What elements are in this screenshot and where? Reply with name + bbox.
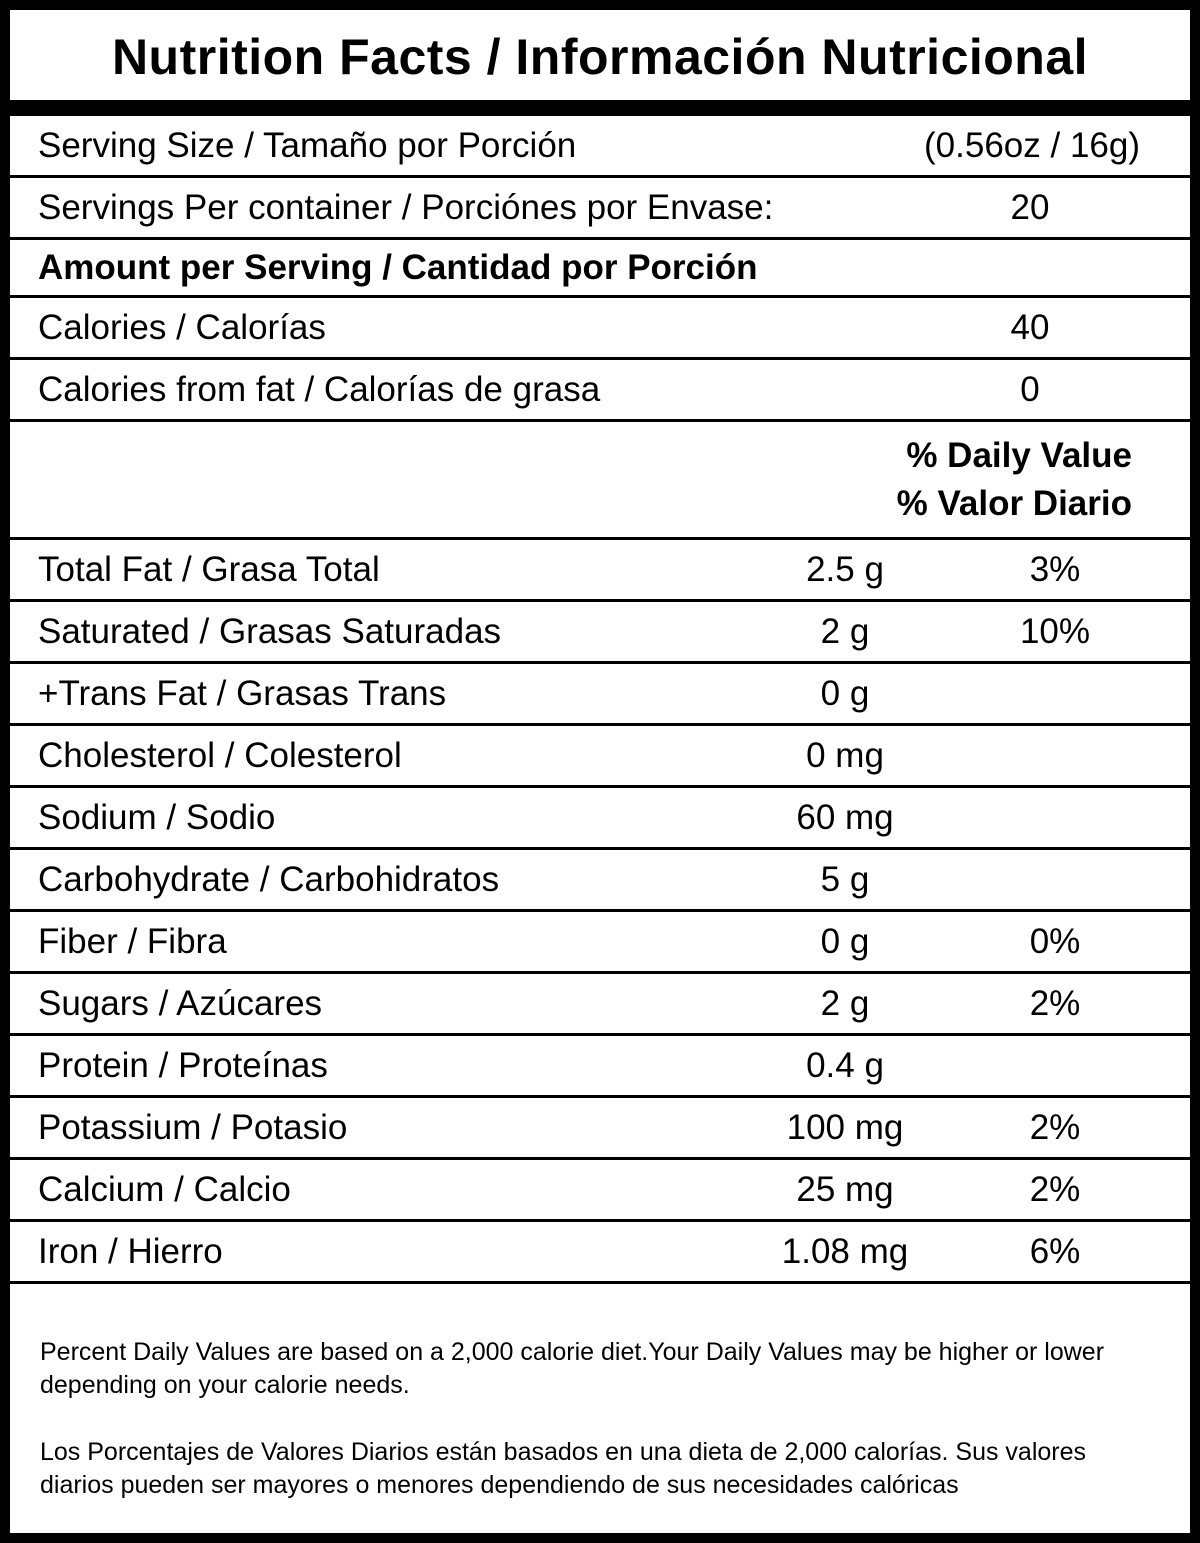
nutrient-row-saturated-fat: Saturated / Grasas Saturadas 2 g 10% (10, 602, 1190, 664)
nutrient-amount: 2 g (820, 983, 870, 1023)
label-title: Nutrition Facts / Información Nutriciona… (111, 29, 1089, 85)
serving-size-value: (0.56oz / 16g) (924, 125, 1140, 165)
nutrient-row-cholesterol: Cholesterol / Colesterol 0 mg (10, 726, 1190, 788)
nutrient-dv: 2% (1029, 983, 1081, 1023)
servings-per-container-value: 20 (1010, 187, 1050, 227)
nutrient-row-protein: Protein / Proteínas 0.4 g (10, 1036, 1190, 1098)
nutrient-name: Sodium / Sodio (38, 797, 276, 837)
servings-per-container-label: Servings Per container / Porciónes por E… (38, 187, 774, 227)
nutrient-row-total-fat: Total Fat / Grasa Total 2.5 g 3% (10, 540, 1190, 602)
calories-from-fat-row: Calories from fat / Calorías de grasa 0 (10, 360, 1190, 422)
nutrient-dv: 3% (1029, 549, 1081, 589)
calories-from-fat-value: 0 (1020, 369, 1040, 409)
daily-value-header-es: % Valor Diario (896, 483, 1132, 523)
nutrient-amount: 2.5 g (806, 549, 884, 589)
nutrient-name: Sugars / Azúcares (38, 983, 323, 1023)
nutrient-amount: 0.4 g (806, 1045, 884, 1085)
nutrient-name: Potassium / Potasio (38, 1107, 348, 1147)
nutrient-amount: 0 g (820, 673, 870, 713)
nutrient-name: Protein / Proteínas (38, 1045, 328, 1085)
nutrient-amount: 0 g (820, 921, 870, 961)
nutrient-row-carbohydrate: Carbohydrate / Carbohidratos 5 g (10, 850, 1190, 912)
nutrient-dv: 6% (1029, 1231, 1081, 1271)
nutrient-name: Fiber / Fibra (38, 921, 227, 961)
nutrient-name: Carbohydrate / Carbohidratos (38, 859, 500, 899)
daily-value-header: % Daily Value % Valor Diario (10, 422, 1190, 540)
nutrient-amount: 0 mg (806, 735, 884, 775)
nutrient-name: +Trans Fat / Grasas Trans (38, 673, 447, 713)
servings-per-container-row: Servings Per container / Porciónes por E… (10, 178, 1190, 240)
daily-value-header-en: % Daily Value (906, 436, 1132, 476)
nutrient-row-trans-fat: +Trans Fat / Grasas Trans 0 g (10, 664, 1190, 726)
calories-value: 40 (1010, 307, 1050, 347)
footnotes: Percent Daily Values are based on a 2,00… (10, 1284, 1190, 1533)
nutrient-dv: 2% (1029, 1169, 1081, 1209)
calories-from-fat-label: Calories from fat / Calorías de grasa (38, 369, 601, 409)
nutrient-amount: 5 g (820, 859, 870, 899)
nutrient-dv: 10% (1019, 611, 1091, 651)
footnote-spanish: Los Porcentajes de Valores Diarios están… (40, 1438, 1087, 1499)
nutrient-name: Saturated / Grasas Saturadas (38, 611, 502, 651)
amount-per-serving-row: Amount per Serving / Cantidad por Porció… (10, 240, 1190, 298)
nutrient-row-fiber: Fiber / Fibra 0 g 0% (10, 912, 1190, 974)
amount-per-serving-label: Amount per Serving / Cantidad por Porció… (38, 247, 758, 287)
nutrient-amount: 60 mg (796, 797, 894, 837)
nutrient-row-potassium: Potassium / Potasio 100 mg 2% (10, 1098, 1190, 1160)
nutrient-amount: 100 mg (786, 1107, 904, 1147)
nutrient-row-iron: Iron / Hierro 1.08 mg 6% (10, 1222, 1190, 1284)
footnote-english: Percent Daily Values are based on a 2,00… (40, 1338, 1105, 1399)
title-separator-bar (10, 100, 1190, 116)
nutrient-name: Total Fat / Grasa Total (38, 549, 380, 589)
nutrient-amount: 2 g (820, 611, 870, 651)
nutrient-row-sodium: Sodium / Sodio 60 mg (10, 788, 1190, 850)
nutrient-dv: 2% (1029, 1107, 1081, 1147)
nutrient-name: Cholesterol / Colesterol (38, 735, 402, 775)
serving-size-row: Serving Size / Tamaño por Porción (0.56o… (10, 116, 1190, 178)
nutrient-amount: 1.08 mg (781, 1231, 909, 1271)
calories-label: Calories / Calorías (38, 307, 326, 347)
calories-row: Calories / Calorías 40 (10, 298, 1190, 360)
nutrient-row-calcium: Calcium / Calcio 25 mg 2% (10, 1160, 1190, 1222)
nutrient-name: Calcium / Calcio (38, 1169, 291, 1209)
nutrient-amount: 25 mg (796, 1169, 894, 1209)
serving-size-label: Serving Size / Tamaño por Porción (38, 125, 577, 165)
nutrient-row-sugars: Sugars / Azúcares 2 g 2% (10, 974, 1190, 1036)
nutrient-dv: 0% (1029, 921, 1081, 961)
nutrient-name: Iron / Hierro (38, 1231, 223, 1271)
